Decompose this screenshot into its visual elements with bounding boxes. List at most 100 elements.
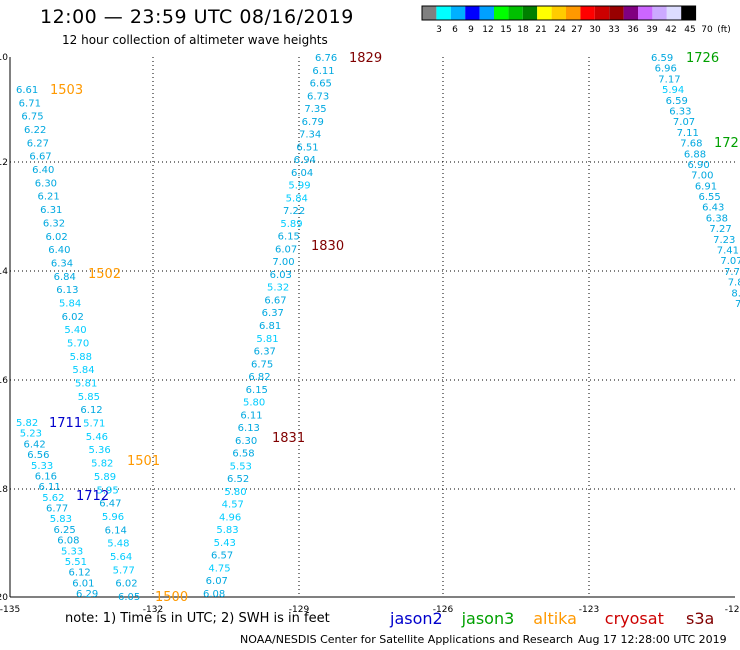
wave-height-value: 6.38 bbox=[706, 213, 728, 224]
wave-height-value: 6.21 bbox=[37, 192, 59, 203]
pass-time-label: 1831 bbox=[272, 431, 305, 446]
pass-time-label: 1830 bbox=[311, 239, 344, 254]
wave-height-value: 7.23 bbox=[713, 235, 735, 246]
wave-height-value: 4.75 bbox=[208, 563, 230, 574]
wave-height-value: 6.02 bbox=[115, 579, 137, 590]
wave-height-value: 5.88 bbox=[70, 352, 92, 363]
wave-height-value: 7.11 bbox=[677, 128, 699, 139]
wave-height-value: 6.88 bbox=[684, 149, 706, 160]
longitude-tick-label: -129 bbox=[289, 605, 310, 615]
wave-height-value: 6.13 bbox=[56, 285, 78, 296]
wave-height-value: 6.58 bbox=[232, 449, 254, 460]
wave-height-value: 5.89 bbox=[94, 472, 116, 483]
wave-height-value: 6.05 bbox=[118, 592, 140, 603]
latitude-tick-label: -18 bbox=[0, 485, 8, 495]
colorbar-swatch bbox=[666, 6, 682, 20]
wave-height-value: 6.03 bbox=[270, 270, 292, 281]
wave-height-value: 6.94 bbox=[294, 155, 316, 166]
wave-height-value: 5.40 bbox=[64, 325, 86, 336]
longitude-tick-label: -135 bbox=[0, 605, 20, 615]
wave-height-value: 6.14 bbox=[105, 525, 127, 536]
colorbar-swatch bbox=[450, 6, 466, 20]
wave-height-value: 5.51 bbox=[65, 557, 87, 568]
note-text: note: 1) Time is in UTC; 2) SWH is in fe… bbox=[65, 611, 330, 626]
wave-height-value: 5.32 bbox=[267, 283, 289, 294]
colorbar-swatch bbox=[566, 6, 581, 20]
wave-height-value: 6.37 bbox=[262, 308, 284, 319]
wave-height-value: 6.90 bbox=[688, 160, 710, 171]
wave-height-value: 6.30 bbox=[235, 436, 257, 447]
pass-time-label: 1500 bbox=[155, 590, 188, 605]
wave-height-value: 7.41 bbox=[717, 246, 739, 257]
wave-height-value: 7.07 bbox=[673, 117, 695, 128]
wave-height-value: 5.99 bbox=[288, 181, 310, 192]
wave-height-value: 7.34 bbox=[299, 130, 321, 141]
wave-height-value: 6.27 bbox=[27, 138, 49, 149]
colorbar-swatch bbox=[623, 6, 638, 20]
wave-height-value: 6.07 bbox=[206, 576, 228, 587]
colorbar-swatch bbox=[609, 6, 624, 20]
colorbar-label: 12 bbox=[482, 25, 493, 35]
wave-height-value: 6.47 bbox=[99, 499, 121, 510]
colorbar-label: 9 bbox=[468, 25, 474, 35]
pass-time-label: 172 bbox=[714, 136, 739, 151]
wave-height-value: 6.01 bbox=[72, 578, 94, 589]
pass-time-label: 1711 bbox=[49, 416, 82, 431]
wave-height-value: 6.57 bbox=[211, 551, 233, 562]
wave-height-value: 5.71 bbox=[83, 419, 105, 430]
wave-height-value: 7.07 bbox=[720, 256, 740, 267]
legend-s3a: s3a bbox=[686, 609, 715, 628]
wave-height-value: 5.23 bbox=[20, 429, 42, 440]
wave-height-value: 5.64 bbox=[110, 552, 132, 563]
wave-height-value: 6.42 bbox=[24, 439, 46, 450]
colorbar-swatch bbox=[494, 6, 509, 20]
colorbar-label: 27 bbox=[571, 25, 582, 35]
colorbar-label: 39 bbox=[646, 25, 658, 35]
wave-height-value: 6.33 bbox=[669, 106, 691, 117]
wave-height-value: 5.62 bbox=[42, 493, 64, 504]
colorbar-label: 36 bbox=[627, 25, 639, 35]
wave-height-value: 6.16 bbox=[35, 471, 57, 482]
legend-jason2: jason2 bbox=[390, 609, 443, 628]
wave-height-value: 7.17 bbox=[658, 74, 680, 85]
wave-height-value: 5.82 bbox=[91, 459, 113, 470]
wave-height-value: 5.96 bbox=[102, 512, 124, 523]
map-title: 12:00 — 23:59 UTC 08/16/2019 bbox=[40, 6, 354, 28]
wave-height-value: 6.73 bbox=[307, 91, 329, 102]
wave-height-value: 6.07 bbox=[275, 244, 297, 255]
colorbar-label: 33 bbox=[608, 25, 619, 35]
latitude-tick-label: -14 bbox=[0, 267, 8, 277]
wave-height-value: 6.61 bbox=[16, 85, 38, 96]
wave-height-value: 6.40 bbox=[48, 245, 70, 256]
wave-height-value: 5.70 bbox=[67, 339, 89, 350]
wave-height-value: 6.67 bbox=[29, 152, 51, 163]
wave-height-value: 5.94 bbox=[662, 85, 684, 96]
colorbar-label: 21 bbox=[535, 25, 546, 35]
wave-height-value: 6.22 bbox=[24, 125, 46, 136]
wave-height-value: 6.59 bbox=[651, 53, 673, 64]
legend-altika: altika bbox=[533, 609, 577, 628]
colorbar-label: 6 bbox=[452, 25, 458, 35]
credit-text: NOAA/NESDIS Center for Satellite Applica… bbox=[240, 633, 574, 646]
colorbar-swatch bbox=[551, 6, 566, 20]
wave-height-value: 6.02 bbox=[62, 312, 84, 323]
wave-height-value: 6.12 bbox=[80, 405, 102, 416]
wave-height-value: 5.43 bbox=[214, 538, 236, 549]
wave-height-value: 6.81 bbox=[259, 321, 281, 332]
wave-height-value: 5.83 bbox=[216, 525, 238, 536]
colorbar-swatch bbox=[537, 6, 552, 20]
wave-height-value: 5.81 bbox=[256, 334, 278, 345]
colorbar-label: 30 bbox=[589, 25, 601, 35]
colorbar-label: 70 bbox=[701, 25, 713, 35]
wave-height-value: 8. bbox=[731, 288, 740, 299]
wave-height-value: 5.83 bbox=[50, 514, 72, 525]
wave-height-value: 5.84 bbox=[286, 193, 308, 204]
colorbar-swatch bbox=[508, 6, 523, 20]
wave-height-value: 5.84 bbox=[72, 365, 94, 376]
colorbar-label: 24 bbox=[554, 25, 566, 35]
wave-height-value: 5.95 bbox=[97, 485, 119, 496]
longitude-tick-label: -132 bbox=[143, 605, 163, 615]
colorbar-swatch bbox=[422, 6, 437, 20]
timestamp-text: Aug 17 12:28:00 UTC 2019 bbox=[578, 633, 727, 646]
